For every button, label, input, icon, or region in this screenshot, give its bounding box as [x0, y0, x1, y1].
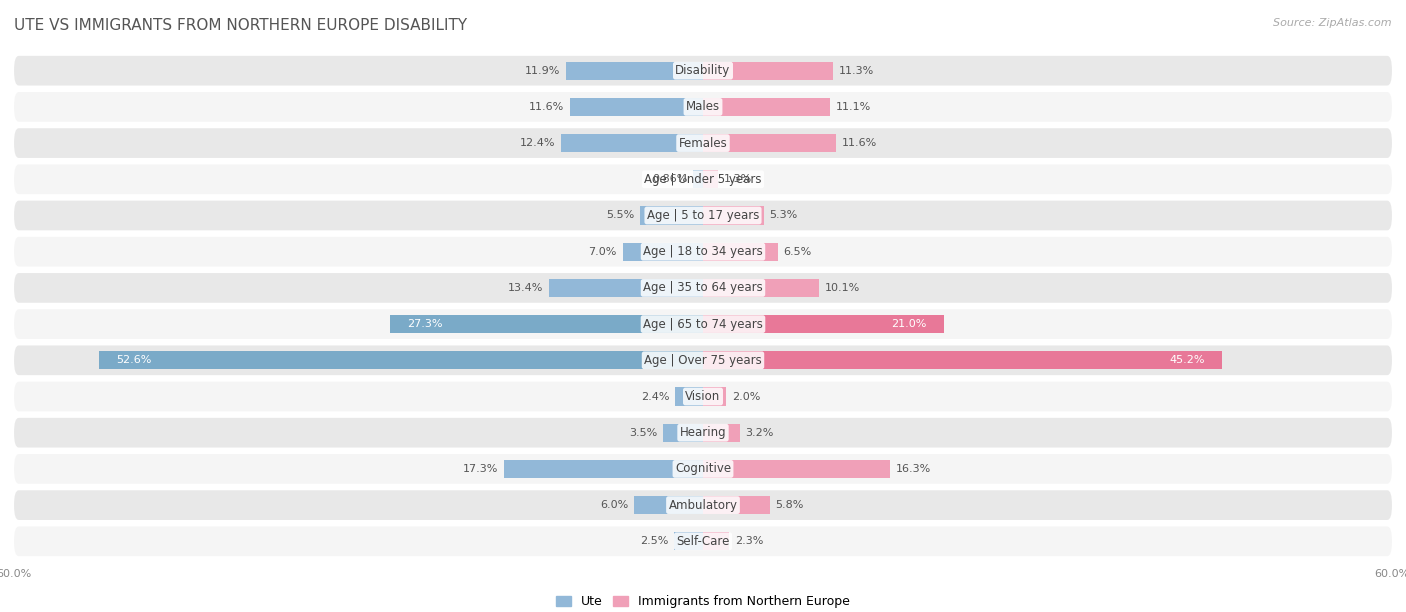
Bar — [662, 424, 703, 442]
Bar — [703, 351, 1222, 370]
FancyBboxPatch shape — [14, 309, 1392, 339]
Text: 2.3%: 2.3% — [735, 536, 763, 547]
FancyBboxPatch shape — [14, 454, 1392, 483]
Text: 13.4%: 13.4% — [508, 283, 543, 293]
Text: 27.3%: 27.3% — [406, 319, 443, 329]
Text: Age | 35 to 64 years: Age | 35 to 64 years — [643, 282, 763, 294]
Text: 11.9%: 11.9% — [526, 65, 561, 76]
Text: 3.2%: 3.2% — [745, 428, 773, 438]
Bar — [550, 279, 703, 297]
Bar — [389, 315, 703, 333]
Text: 10.1%: 10.1% — [825, 283, 860, 293]
Text: 0.86%: 0.86% — [652, 174, 688, 184]
Bar — [703, 62, 832, 80]
Text: 2.4%: 2.4% — [641, 392, 669, 401]
Legend: Ute, Immigrants from Northern Europe: Ute, Immigrants from Northern Europe — [551, 591, 855, 612]
Text: 6.5%: 6.5% — [783, 247, 811, 256]
Bar — [634, 496, 703, 514]
Text: Cognitive: Cognitive — [675, 463, 731, 476]
Text: 12.4%: 12.4% — [519, 138, 555, 148]
Text: Males: Males — [686, 100, 720, 113]
Bar — [675, 532, 703, 550]
Text: UTE VS IMMIGRANTS FROM NORTHERN EUROPE DISABILITY: UTE VS IMMIGRANTS FROM NORTHERN EUROPE D… — [14, 18, 467, 34]
Bar — [703, 387, 725, 406]
Text: Disability: Disability — [675, 64, 731, 77]
Text: Age | 5 to 17 years: Age | 5 to 17 years — [647, 209, 759, 222]
Text: 3.5%: 3.5% — [628, 428, 657, 438]
Bar — [703, 424, 740, 442]
FancyBboxPatch shape — [14, 526, 1392, 556]
FancyBboxPatch shape — [14, 490, 1392, 520]
Text: Age | Under 5 years: Age | Under 5 years — [644, 173, 762, 186]
FancyBboxPatch shape — [14, 237, 1392, 267]
Bar — [623, 242, 703, 261]
Text: Vision: Vision — [685, 390, 721, 403]
FancyBboxPatch shape — [14, 201, 1392, 230]
FancyBboxPatch shape — [14, 165, 1392, 194]
Text: Age | 18 to 34 years: Age | 18 to 34 years — [643, 245, 763, 258]
Bar — [569, 98, 703, 116]
Text: 45.2%: 45.2% — [1170, 356, 1205, 365]
Text: 2.0%: 2.0% — [731, 392, 761, 401]
Text: 5.8%: 5.8% — [775, 500, 804, 510]
Bar — [703, 315, 945, 333]
Text: 52.6%: 52.6% — [117, 356, 152, 365]
FancyBboxPatch shape — [14, 418, 1392, 447]
Bar — [703, 134, 837, 152]
Text: Self-Care: Self-Care — [676, 535, 730, 548]
Bar — [703, 532, 730, 550]
Bar — [703, 496, 769, 514]
Bar — [693, 170, 703, 188]
Bar — [98, 351, 703, 370]
Bar — [561, 134, 703, 152]
Text: Females: Females — [679, 136, 727, 149]
Text: 17.3%: 17.3% — [463, 464, 499, 474]
Text: 11.3%: 11.3% — [838, 65, 873, 76]
Text: 5.5%: 5.5% — [606, 211, 634, 220]
Text: 11.6%: 11.6% — [529, 102, 564, 112]
Bar — [703, 460, 890, 478]
Text: Age | 65 to 74 years: Age | 65 to 74 years — [643, 318, 763, 330]
Bar — [567, 62, 703, 80]
Bar — [703, 170, 718, 188]
Bar — [675, 387, 703, 406]
Text: Ambulatory: Ambulatory — [668, 499, 738, 512]
Bar — [703, 98, 831, 116]
FancyBboxPatch shape — [14, 129, 1392, 158]
Text: Hearing: Hearing — [679, 426, 727, 439]
Text: 1.3%: 1.3% — [724, 174, 752, 184]
FancyBboxPatch shape — [14, 382, 1392, 411]
FancyBboxPatch shape — [14, 56, 1392, 86]
Bar — [703, 206, 763, 225]
Text: 2.5%: 2.5% — [640, 536, 669, 547]
Text: 16.3%: 16.3% — [896, 464, 931, 474]
Bar — [505, 460, 703, 478]
Text: Source: ZipAtlas.com: Source: ZipAtlas.com — [1274, 18, 1392, 28]
Text: 7.0%: 7.0% — [589, 247, 617, 256]
Bar — [703, 242, 778, 261]
FancyBboxPatch shape — [14, 92, 1392, 122]
Text: 6.0%: 6.0% — [600, 500, 628, 510]
Bar — [703, 279, 818, 297]
Bar — [640, 206, 703, 225]
FancyBboxPatch shape — [14, 345, 1392, 375]
Text: Age | Over 75 years: Age | Over 75 years — [644, 354, 762, 367]
Text: 11.1%: 11.1% — [837, 102, 872, 112]
Text: 21.0%: 21.0% — [891, 319, 927, 329]
Text: 11.6%: 11.6% — [842, 138, 877, 148]
Text: 5.3%: 5.3% — [769, 211, 797, 220]
FancyBboxPatch shape — [14, 273, 1392, 303]
